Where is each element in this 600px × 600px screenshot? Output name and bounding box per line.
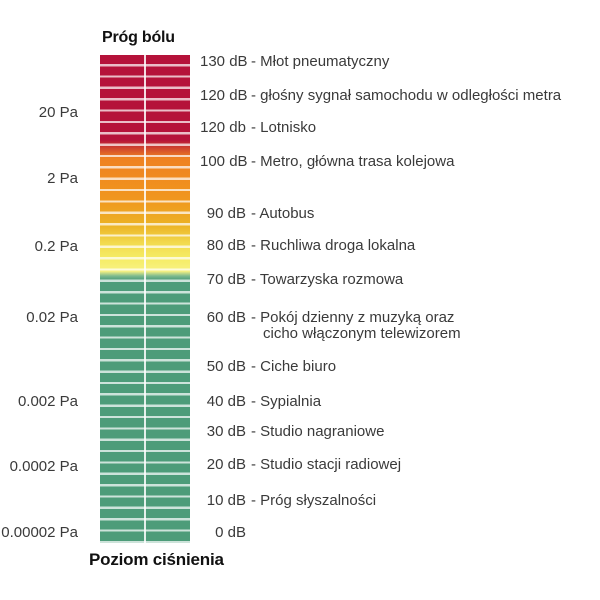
db-level: 0 dB <box>215 524 246 541</box>
pa-label-2: 2 Pa <box>47 170 78 187</box>
db-row-120-airport: 120 db - Lotnisko <box>200 120 316 136</box>
db-description: - Młot pneumatyczny <box>251 53 390 70</box>
db-level: 10 dB <box>206 492 246 509</box>
db-row-40: 40 dB - Sypialnia <box>200 394 321 410</box>
db-level: 90 dB <box>206 205 246 222</box>
db-description: - Autobus <box>251 205 315 222</box>
db-row-50: 50 dB - Ciche biuro <box>200 359 336 375</box>
db-level: 120 db <box>200 119 246 136</box>
db-level: 40 dB <box>206 393 246 410</box>
db-level: 130 dB <box>200 53 248 70</box>
db-description: - Pokój dzienny z muzyką oraz <box>251 309 455 326</box>
pa-label-0.0002: 0.0002 Pa <box>9 458 78 475</box>
db-description: - głośny sygnał samochodu w odległości m… <box>251 87 562 104</box>
db-description: - Ruchliwa droga lokalna <box>251 237 416 254</box>
db-row-30: 30 dB - Studio nagraniowe <box>200 423 385 440</box>
decibel-scale-ladder <box>100 55 190 543</box>
db-description: - Studio nagraniowe <box>251 423 385 440</box>
ladder-column-divider <box>143 55 147 543</box>
db-description: - Sypialnia <box>251 393 322 410</box>
db-description: - Ciche biuro <box>251 358 337 375</box>
db-row-70: 70 dB - Towarzyska rozmowa <box>200 272 403 288</box>
db-level: 80 dB <box>206 237 246 254</box>
db-description: - Próg słyszalności <box>251 492 377 509</box>
db-row-0: 0 dB <box>200 525 251 541</box>
pressure-level-title: Poziom ciśnienia <box>89 550 224 569</box>
pain-threshold-title: Próg bólu <box>102 29 175 46</box>
db-description: - Metro, główna trasa kolejowa <box>251 153 455 170</box>
db-level: 100 dB <box>200 153 248 170</box>
db-description: - Lotnisko <box>251 119 317 136</box>
db-description: - Towarzyska rozmowa <box>251 271 404 288</box>
db-description: - Studio stacji radiowej <box>251 456 402 473</box>
db-level: 20 dB <box>206 456 246 473</box>
db-level: 60 dB <box>206 309 246 326</box>
pa-label-0.00002: 0.00002 Pa <box>1 524 78 541</box>
db-level: 30 dB <box>206 423 246 440</box>
pa-label-0.2: 0.2 Pa <box>34 238 78 255</box>
pa-label-20: 20 Pa <box>38 104 78 121</box>
db-row-100: 100 dB - Metro, główna trasa kolejowa <box>200 154 454 170</box>
db-row-10: 10 dB - Próg słyszalności <box>200 493 376 509</box>
db-row-20: 20 dB - Studio stacji radiowej <box>200 457 401 473</box>
db-row-60: 60 dB - Pokój dzienny z muzyką oraz cicho… <box>200 310 461 341</box>
db-description-line2: cicho włączonym telewizorem <box>263 324 461 342</box>
db-level: 50 dB <box>206 358 246 375</box>
db-row-130: 130 dB - Młot pneumatyczny <box>200 54 389 70</box>
db-level: 120 dB <box>200 87 248 104</box>
db-row-90: 90 dB - Autobus <box>200 205 315 222</box>
pa-label-0.02: 0.02 Pa <box>26 309 78 326</box>
db-row-120-car: 120 dB - głośny sygnał samochodu w odległ… <box>200 88 561 104</box>
db-row-80: 80 dB - Ruchliwa droga lokalna <box>200 238 415 254</box>
db-level: 70 dB <box>206 271 246 288</box>
pa-label-0.002: 0.002 Pa <box>17 393 78 410</box>
